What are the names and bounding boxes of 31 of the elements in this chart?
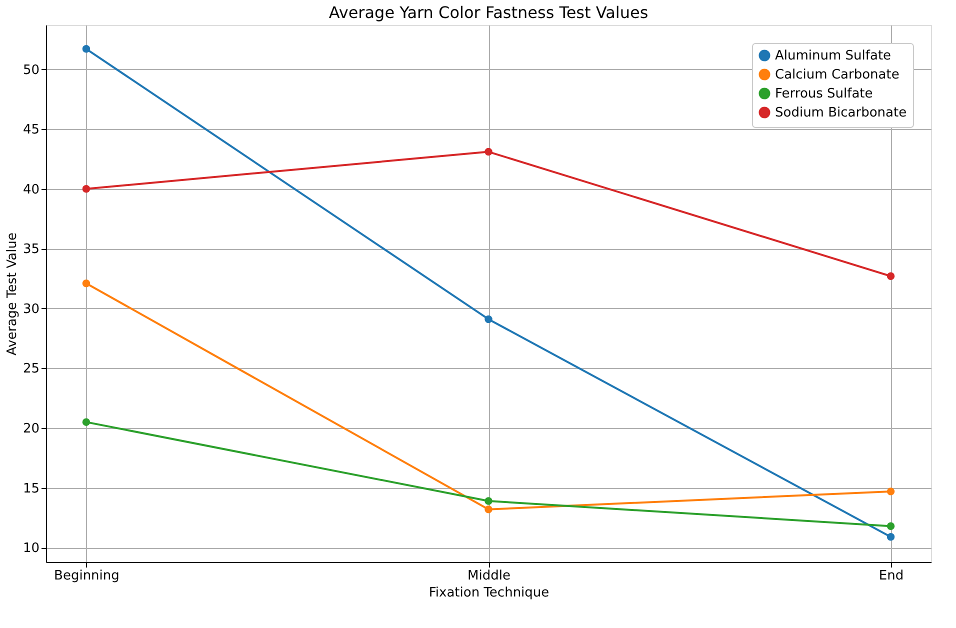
chart-title: Average Yarn Color Fastness Test Values [328,3,648,22]
x-tick-label: Beginning [54,568,120,584]
legend-label: Aluminum Sulfate [775,48,892,64]
legend-label: Ferrous Sulfate [775,86,873,102]
x-tick-label: Middle [468,568,510,584]
point [82,184,90,193]
point [886,522,895,530]
y-tick-label: 25 [22,362,40,377]
point [82,279,90,288]
point [484,148,492,156]
y-tick-label: 30 [22,302,40,317]
point [484,497,492,505]
y-tick-label: 35 [22,242,40,258]
y-axis-title: Average Test Value [4,232,20,356]
y-tick-label: 45 [22,122,40,138]
x-tick-label: End [878,568,904,584]
point [82,418,90,426]
point [886,488,895,496]
x-axis-title: Fixation Technique [428,586,550,600]
y-tick-label: 20 [22,422,40,437]
y-tick-label: 10 [22,541,40,556]
point [484,506,492,514]
point [886,533,895,541]
y-tick-label: 40 [22,182,40,198]
legend-label: Calcium Carbonate [775,68,900,82]
point [484,315,492,324]
y-tick-label: 50 [22,62,40,78]
legend-label: Sodium Bicarbonate [775,106,907,120]
y-tick-label: 15 [22,481,40,496]
point [886,272,895,280]
point [82,45,90,53]
